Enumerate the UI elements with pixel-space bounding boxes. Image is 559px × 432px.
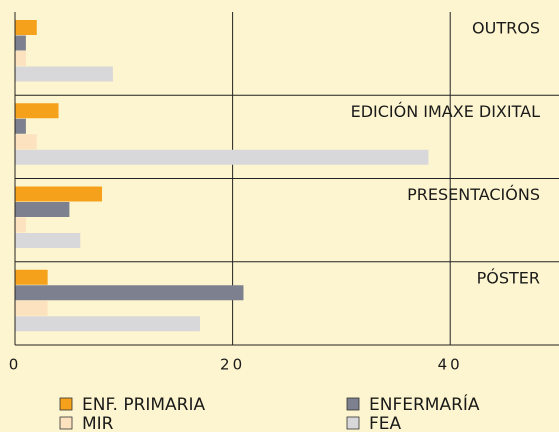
legend-swatch: [346, 397, 360, 411]
category-label: PRESENTACIÓNS: [407, 185, 540, 204]
category-label: OUTROS: [472, 19, 540, 38]
x-tick-label: 0: [9, 356, 22, 374]
bar: [15, 316, 200, 332]
bar: [15, 269, 48, 285]
legend-label: MIR: [82, 414, 114, 432]
legend-swatch: [59, 416, 73, 430]
legend-swatch: [59, 397, 73, 411]
legend-label: ENF. PRIMARIA: [82, 395, 206, 415]
bar: [15, 149, 429, 165]
bar: [15, 202, 70, 217]
legend-swatch: [346, 416, 360, 430]
bar: [15, 35, 26, 51]
bar: [15, 233, 81, 248]
x-tick-label: 40: [438, 356, 463, 374]
bar: [15, 285, 244, 301]
category-label: EDICIÓN IMAXE DIXITAL: [351, 102, 541, 121]
bar: [15, 134, 37, 150]
bar: [15, 300, 48, 316]
legend-label: ENFERMARÍA: [369, 393, 480, 415]
bar: [15, 186, 103, 202]
bar: [15, 217, 26, 233]
bar: [15, 66, 113, 82]
legend-label: FEA: [369, 414, 402, 432]
bar: [15, 103, 59, 119]
bar: [15, 51, 26, 66]
bar: [15, 20, 37, 35]
category-label: PÓSTER: [477, 268, 540, 287]
x-tick-label: 20: [220, 356, 245, 374]
bar: [15, 118, 26, 134]
